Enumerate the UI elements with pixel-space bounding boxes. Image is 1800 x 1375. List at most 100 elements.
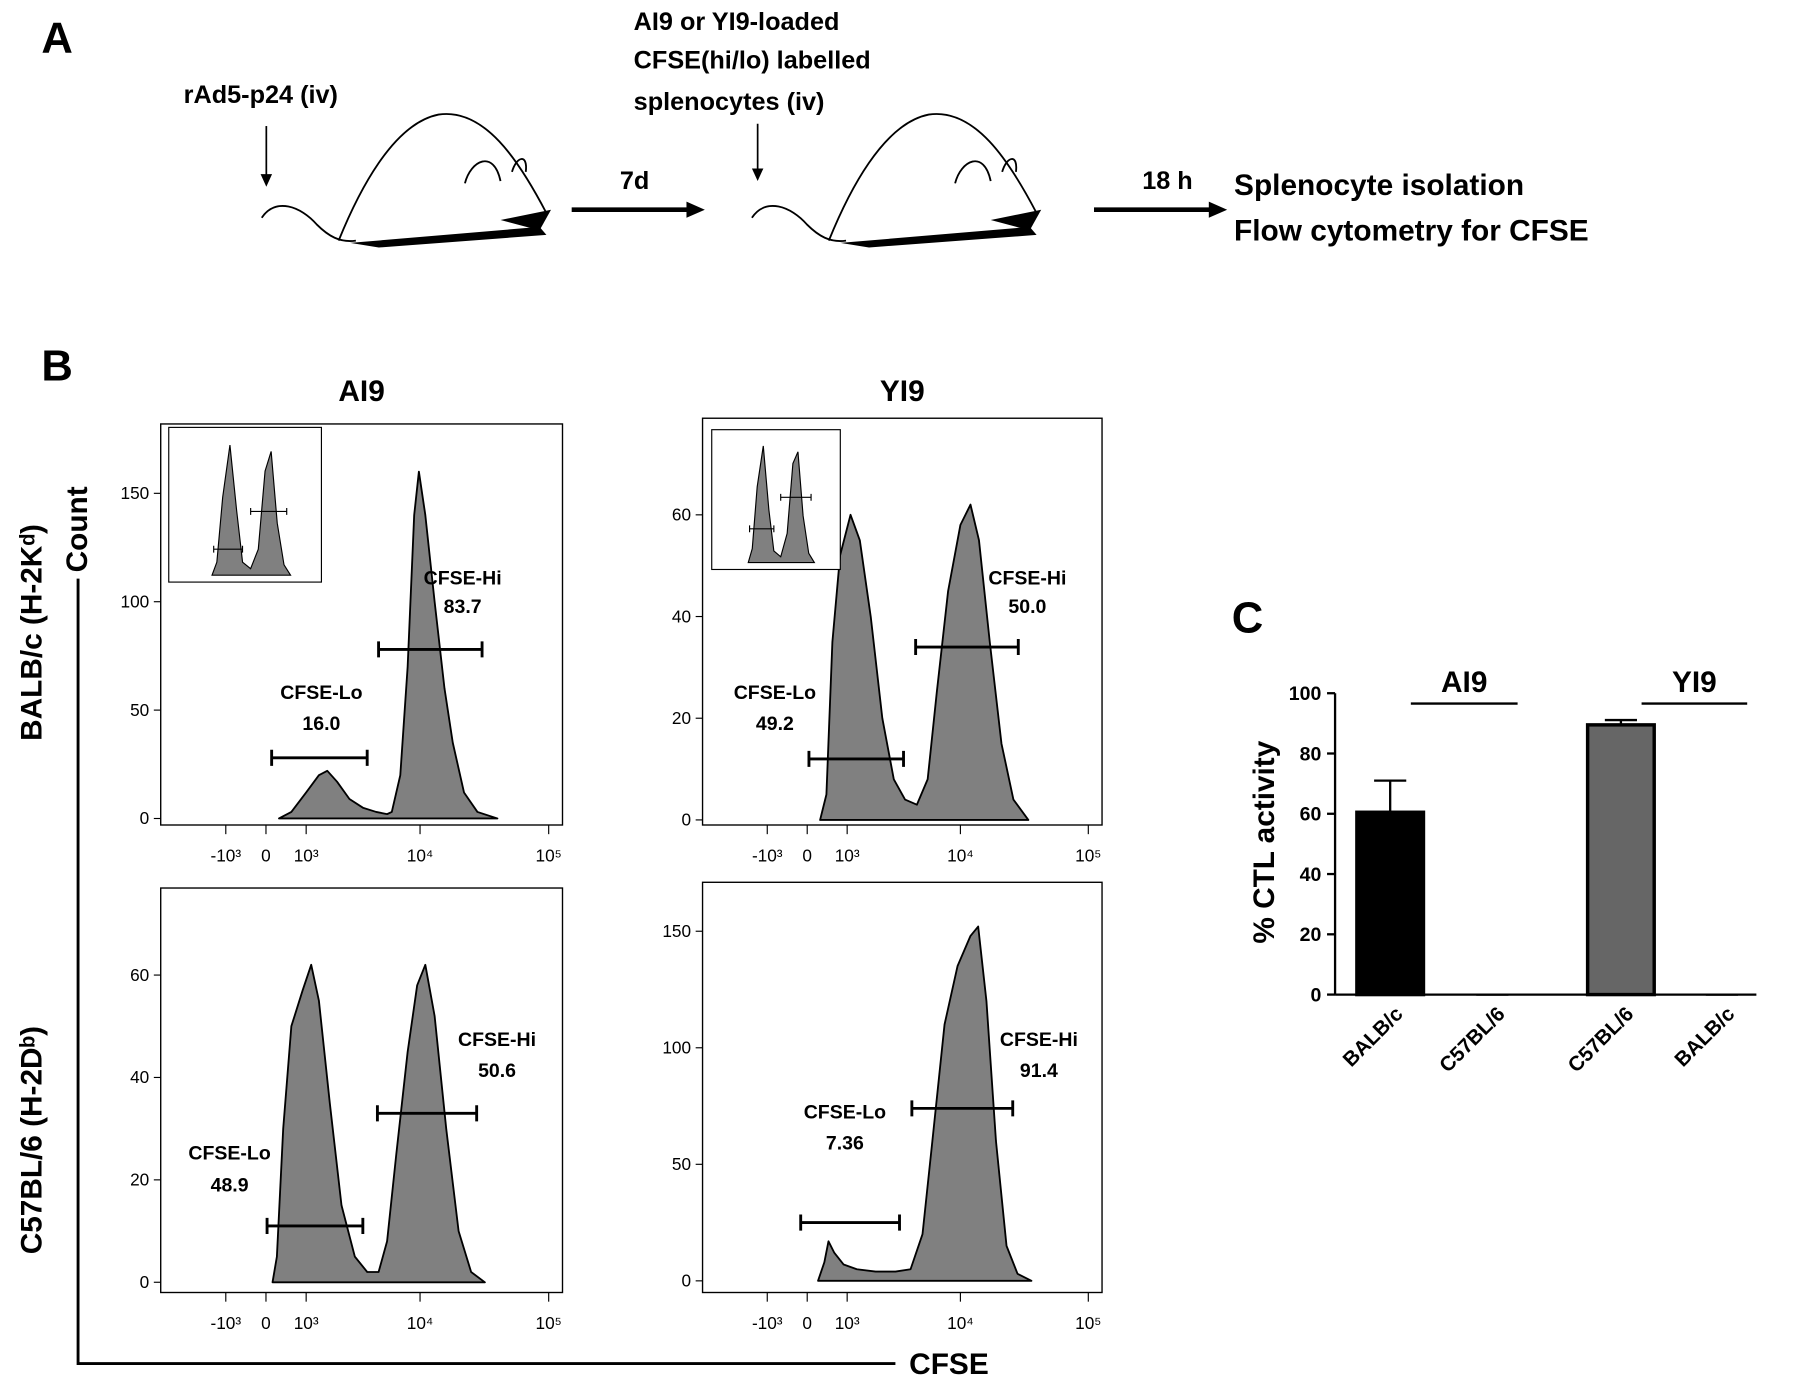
arrow-head xyxy=(1208,201,1228,218)
inset-frame xyxy=(711,429,841,571)
gate xyxy=(910,1100,1015,1117)
histogram-area xyxy=(271,963,486,1284)
row-label: BALB/c (H-2Kᵈ) xyxy=(15,524,48,741)
mouse-icon xyxy=(750,113,1043,249)
inset-gate xyxy=(213,545,244,553)
mouse-icon xyxy=(260,113,552,249)
interval-text: 7d xyxy=(620,167,649,195)
step-text: CFSE(hi/lo) labelled xyxy=(634,47,871,75)
x-tick-label: 10³ xyxy=(294,846,319,866)
gate xyxy=(377,641,484,658)
y-tick-label: 80 xyxy=(1300,743,1322,765)
gate-value: 83.7 xyxy=(444,596,482,618)
arrow-head xyxy=(751,168,764,182)
column-title: AI9 xyxy=(338,375,384,408)
x-tick-label: 10⁴ xyxy=(947,846,974,866)
x-tick-label: 10⁴ xyxy=(947,1313,974,1333)
y-tick-label: 0 xyxy=(1310,984,1321,1006)
gate-value: 50.0 xyxy=(1008,596,1046,618)
row-label: C57BL/6 (H-2Dᵇ) xyxy=(15,1026,48,1254)
y-tick-label: 0 xyxy=(682,810,692,830)
gate-value: 7.36 xyxy=(826,1132,864,1154)
bar xyxy=(1585,723,1656,997)
inset-gate xyxy=(250,507,288,515)
x-tick-label: 0 xyxy=(802,1313,812,1333)
y-tick-label: 100 xyxy=(1289,683,1322,705)
y-tick-label: 100 xyxy=(662,1038,691,1058)
x-tick-label: -10³ xyxy=(210,1313,241,1333)
plot-frame xyxy=(160,887,564,1294)
inset-gate xyxy=(749,525,775,533)
histogram-area xyxy=(278,470,499,820)
inset-area xyxy=(747,445,816,564)
x-tick-label: 0 xyxy=(802,846,812,866)
y-axis-label: Count xyxy=(61,486,94,572)
gate-value: 48.9 xyxy=(211,1175,249,1197)
x-tick-label: 10⁵ xyxy=(1075,1313,1101,1333)
panel-label: A xyxy=(41,15,73,63)
gate-name: CFSE-Lo xyxy=(188,1143,270,1165)
arrow-head xyxy=(686,201,705,218)
x-tick-label: 10⁵ xyxy=(1075,846,1101,866)
gate xyxy=(914,639,1020,656)
gate xyxy=(265,1217,365,1234)
gate-name: CFSE-Hi xyxy=(1000,1029,1078,1051)
gate-name: CFSE-Lo xyxy=(280,682,362,704)
x-tick-label: BALB/c xyxy=(1670,1002,1739,1071)
arrow-head xyxy=(260,174,273,187)
plot-frame xyxy=(160,423,564,826)
inset-area xyxy=(211,444,292,576)
x-tick-label: 10⁵ xyxy=(536,846,562,866)
gate xyxy=(799,1214,901,1231)
gate xyxy=(375,1105,479,1122)
step-text: splenocytes (iv) xyxy=(634,88,825,116)
x-tick-label: BALB/c xyxy=(1338,1002,1407,1071)
x-tick-label: 10³ xyxy=(835,846,860,866)
gate xyxy=(807,750,905,767)
y-tick-label: 20 xyxy=(672,708,691,728)
gate-name: CFSE-Lo xyxy=(804,1101,886,1123)
x-tick-label: C57BL/6 xyxy=(1564,1002,1639,1077)
plot-frame xyxy=(701,881,1103,1294)
y-tick-label: 40 xyxy=(672,606,691,626)
x-tick-label: 0 xyxy=(261,846,271,866)
y-tick-label: 100 xyxy=(121,591,150,611)
x-tick-label: 10⁴ xyxy=(407,1313,434,1333)
histogram-area xyxy=(817,925,1033,1282)
gate-value: 49.2 xyxy=(756,713,794,735)
x-tick-label: 10³ xyxy=(294,1313,319,1333)
gate-value: 91.4 xyxy=(1020,1060,1058,1082)
y-tick-label: 60 xyxy=(130,965,149,985)
y-axis-label: % CTL activity xyxy=(1248,740,1281,943)
x-axis-label: CFSE xyxy=(909,1348,989,1375)
y-tick-label: 0 xyxy=(682,1271,692,1291)
inset-gate xyxy=(780,493,812,501)
result-text: Splenocyte isolation xyxy=(1234,169,1524,202)
y-tick-label: 0 xyxy=(140,1272,150,1292)
y-tick-label: 40 xyxy=(1300,864,1322,886)
x-tick-label: 10⁵ xyxy=(536,1313,562,1333)
gate-name: CFSE-Lo xyxy=(734,682,816,704)
group-label: AI9 xyxy=(1441,666,1487,699)
y-tick-label: 150 xyxy=(662,921,691,941)
y-tick-label: 150 xyxy=(121,483,150,503)
error-bar xyxy=(1604,718,1637,725)
y-tick-label: 60 xyxy=(1300,804,1322,826)
step-text: AI9 or YI9-loaded xyxy=(634,8,840,36)
gate-value: 50.6 xyxy=(478,1060,516,1082)
histogram-area xyxy=(819,503,1030,821)
x-tick-label: 0 xyxy=(261,1313,271,1333)
y-tick-label: 20 xyxy=(130,1170,149,1190)
y-tick-label: 20 xyxy=(1300,924,1322,946)
axis-line xyxy=(76,578,896,1365)
gate-name: CFSE-Hi xyxy=(424,567,502,589)
x-tick-label: 10⁴ xyxy=(407,846,434,866)
x-tick-label: -10³ xyxy=(210,846,241,866)
x-tick-label: 10³ xyxy=(835,1313,860,1333)
x-tick-label: C57BL/6 xyxy=(1435,1002,1510,1077)
column-title: YI9 xyxy=(880,375,925,408)
gate-value: 16.0 xyxy=(302,713,340,735)
result-text: Flow cytometry for CFSE xyxy=(1234,215,1589,248)
